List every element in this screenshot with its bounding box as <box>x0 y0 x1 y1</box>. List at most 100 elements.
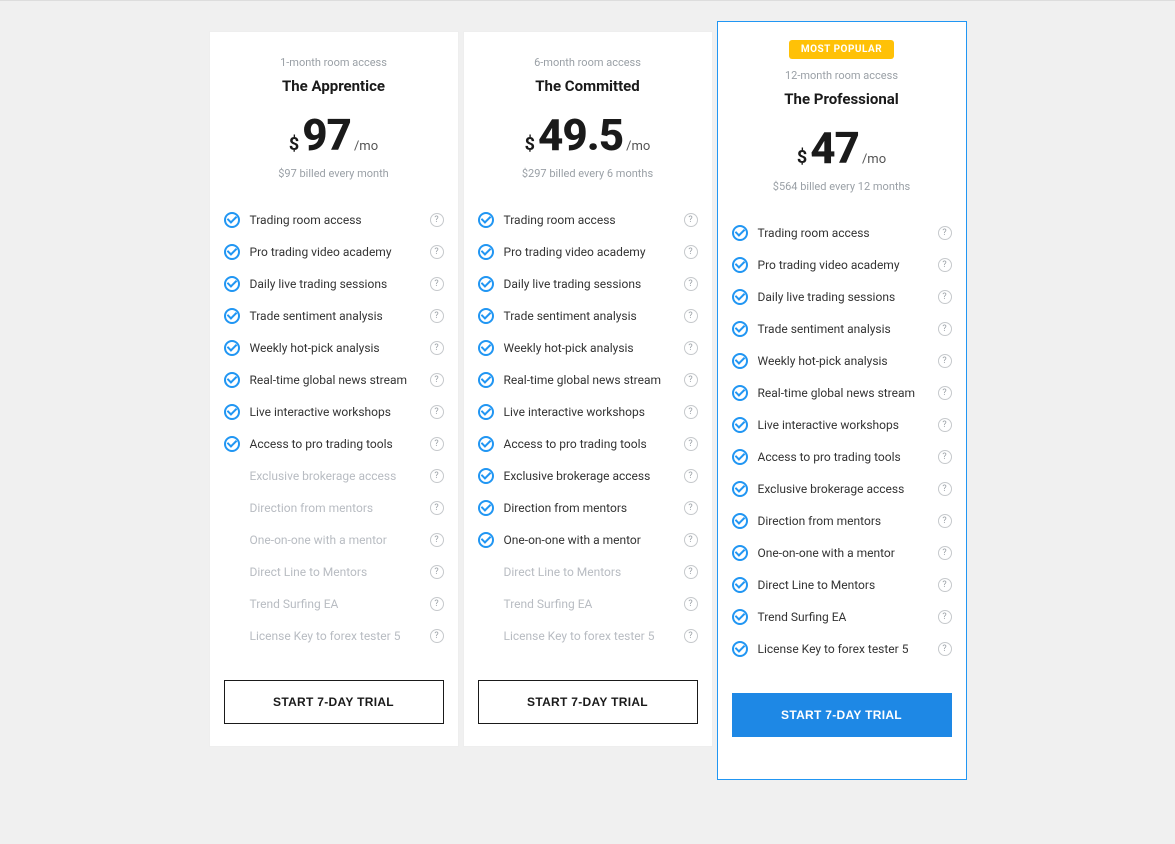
help-icon[interactable]: ? <box>684 373 698 387</box>
help-icon[interactable]: ? <box>938 610 952 624</box>
plan-duration: 12-month room access <box>728 69 956 82</box>
help-icon[interactable]: ? <box>430 213 444 227</box>
help-icon[interactable]: ? <box>938 354 952 368</box>
start-trial-button[interactable]: START 7-DAY TRIAL <box>732 693 952 737</box>
help-icon[interactable]: ? <box>684 437 698 451</box>
check-icon <box>732 481 748 497</box>
help-icon[interactable]: ? <box>938 482 952 496</box>
help-icon[interactable]: ? <box>430 533 444 547</box>
help-icon[interactable]: ? <box>684 341 698 355</box>
check-icon <box>732 417 748 433</box>
help-icon[interactable]: ? <box>938 546 952 560</box>
plan-header: 6-month room access The Committed <box>464 32 712 113</box>
help-icon[interactable]: ? <box>430 341 444 355</box>
feature-row: Real-time global news stream ? <box>732 377 952 409</box>
help-icon[interactable]: ? <box>938 418 952 432</box>
feature-label: Daily live trading sessions <box>758 290 938 304</box>
feature-label: Trading room access <box>504 213 684 227</box>
feature-row: Exclusive brokerage access ? <box>732 473 952 505</box>
check-icon <box>732 289 748 305</box>
feature-label: License Key to forex tester 5 <box>250 629 430 643</box>
help-icon[interactable]: ? <box>938 258 952 272</box>
help-icon[interactable]: ? <box>684 213 698 227</box>
check-icon <box>224 340 240 356</box>
feature-row: Exclusive brokerage access ? <box>224 460 444 492</box>
feature-row: License Key to forex tester 5 ? <box>478 620 698 652</box>
help-icon[interactable]: ? <box>684 565 698 579</box>
feature-label: Direction from mentors <box>758 514 938 528</box>
most-popular-badge: MOST POPULAR <box>789 40 894 59</box>
help-icon[interactable]: ? <box>684 629 698 643</box>
help-icon[interactable]: ? <box>430 373 444 387</box>
feature-label: Trend Surfing EA <box>504 597 684 611</box>
check-icon <box>478 436 494 452</box>
feature-label: Live interactive workshops <box>250 405 430 419</box>
feature-row: One-on-one with a mentor ? <box>478 524 698 556</box>
help-icon[interactable]: ? <box>684 469 698 483</box>
feature-label: One-on-one with a mentor <box>758 546 938 560</box>
currency-symbol: $ <box>289 134 299 155</box>
help-icon[interactable]: ? <box>430 629 444 643</box>
feature-row: Live interactive workshops ? <box>478 396 698 428</box>
feature-row: Weekly hot-pick analysis ? <box>732 345 952 377</box>
help-icon[interactable]: ? <box>938 386 952 400</box>
billing-note: $564 billed every 12 months <box>728 180 956 193</box>
feature-label: License Key to forex tester 5 <box>504 629 684 643</box>
help-icon[interactable]: ? <box>938 322 952 336</box>
help-icon[interactable]: ? <box>684 533 698 547</box>
help-icon[interactable]: ? <box>684 405 698 419</box>
help-icon[interactable]: ? <box>430 565 444 579</box>
plan-price-block: $ 47 /mo $564 billed every 12 months <box>718 126 966 211</box>
plan-duration: 1-month room access <box>220 56 448 69</box>
feature-label: Exclusive brokerage access <box>250 469 430 483</box>
help-icon[interactable]: ? <box>684 245 698 259</box>
help-icon[interactable]: ? <box>938 642 952 656</box>
feature-label: License Key to forex tester 5 <box>758 642 938 656</box>
check-icon <box>732 225 748 241</box>
feature-row: Live interactive workshops ? <box>224 396 444 428</box>
help-icon[interactable]: ? <box>430 309 444 323</box>
help-icon[interactable]: ? <box>684 597 698 611</box>
check-icon <box>478 244 494 260</box>
pricing-card: 6-month room access The Committed $ 49.5… <box>463 31 713 747</box>
help-icon[interactable]: ? <box>684 277 698 291</box>
feature-row: Trend Surfing EA ? <box>732 601 952 633</box>
check-icon <box>478 500 494 516</box>
per-month-label: /mo <box>862 152 886 167</box>
start-trial-button[interactable]: START 7-DAY TRIAL <box>478 680 698 724</box>
check-icon <box>224 212 240 228</box>
check-icon <box>478 308 494 324</box>
feature-row: Trading room access ? <box>732 217 952 249</box>
feature-row: Trend Surfing EA ? <box>478 588 698 620</box>
feature-row: Direction from mentors ? <box>224 492 444 524</box>
help-icon[interactable]: ? <box>938 226 952 240</box>
check-icon <box>732 609 748 625</box>
feature-row: One-on-one with a mentor ? <box>224 524 444 556</box>
feature-label: Direct Line to Mentors <box>758 578 938 592</box>
help-icon[interactable]: ? <box>430 405 444 419</box>
help-icon[interactable]: ? <box>430 245 444 259</box>
check-icon <box>732 545 748 561</box>
plan-title: The Apprentice <box>220 77 448 95</box>
feature-label: Direction from mentors <box>504 501 684 515</box>
plan-price: 97 <box>302 113 351 157</box>
help-icon[interactable]: ? <box>938 578 952 592</box>
help-icon[interactable]: ? <box>430 277 444 291</box>
feature-label: Trade sentiment analysis <box>504 309 684 323</box>
feature-row: Real-time global news stream ? <box>224 364 444 396</box>
help-icon[interactable]: ? <box>938 290 952 304</box>
help-icon[interactable]: ? <box>430 597 444 611</box>
plan-title: The Committed <box>474 77 702 95</box>
plan-price: 49.5 <box>538 113 623 157</box>
help-icon[interactable]: ? <box>430 437 444 451</box>
check-icon <box>478 276 494 292</box>
help-icon[interactable]: ? <box>938 514 952 528</box>
help-icon[interactable]: ? <box>938 450 952 464</box>
feature-row: Trading room access ? <box>478 204 698 236</box>
plan-price-block: $ 49.5 /mo $297 billed every 6 months <box>464 113 712 198</box>
start-trial-button[interactable]: START 7-DAY TRIAL <box>224 680 444 724</box>
help-icon[interactable]: ? <box>430 469 444 483</box>
help-icon[interactable]: ? <box>684 501 698 515</box>
help-icon[interactable]: ? <box>430 501 444 515</box>
help-icon[interactable]: ? <box>684 309 698 323</box>
